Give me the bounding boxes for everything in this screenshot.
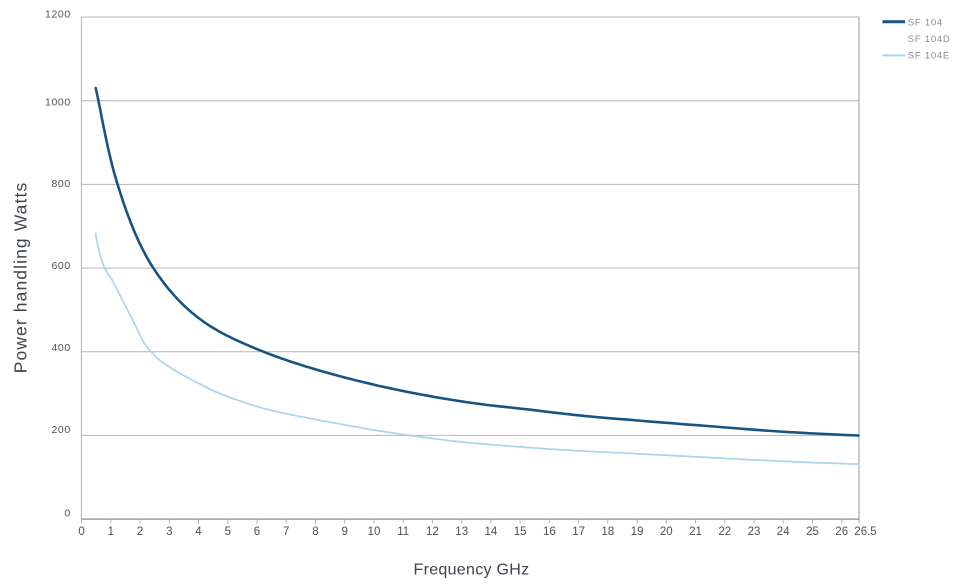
svg-text:800: 800: [51, 178, 70, 190]
svg-text:0: 0: [78, 526, 84, 538]
svg-text:1000: 1000: [45, 96, 71, 108]
svg-text:13: 13: [455, 526, 468, 538]
svg-text:SF 104D: SF 104D: [908, 34, 951, 45]
svg-text:1: 1: [108, 526, 114, 538]
svg-text:11: 11: [397, 526, 409, 538]
svg-text:22: 22: [718, 526, 731, 538]
svg-text:2: 2: [137, 526, 143, 538]
svg-text:26.5: 26.5: [854, 526, 876, 538]
svg-text:8: 8: [312, 526, 318, 538]
svg-text:10: 10: [368, 526, 381, 538]
svg-text:1200: 1200: [45, 8, 71, 20]
svg-text:200: 200: [51, 424, 70, 436]
svg-text:5: 5: [225, 526, 231, 538]
svg-text:16: 16: [543, 526, 556, 538]
svg-text:15: 15: [514, 526, 527, 538]
svg-text:14: 14: [485, 526, 498, 538]
svg-text:9: 9: [341, 526, 347, 538]
svg-text:21: 21: [689, 526, 702, 538]
svg-text:25: 25: [806, 526, 819, 538]
svg-text:Frequency GHz: Frequency GHz: [414, 562, 530, 579]
svg-text:7: 7: [283, 526, 289, 538]
svg-text:SF 104: SF 104: [908, 17, 943, 28]
svg-text:23: 23: [748, 526, 761, 538]
svg-text:18: 18: [601, 526, 614, 538]
svg-text:6: 6: [254, 526, 260, 538]
svg-text:12: 12: [426, 526, 439, 538]
svg-text:Power handling Watts: Power handling Watts: [11, 182, 31, 374]
svg-text:19: 19: [631, 526, 644, 538]
svg-text:24: 24: [777, 526, 790, 538]
svg-text:4: 4: [195, 526, 202, 538]
svg-text:400: 400: [51, 342, 70, 354]
svg-text:600: 600: [51, 260, 70, 272]
svg-text:SF 104E: SF 104E: [908, 51, 950, 62]
svg-text:20: 20: [660, 526, 673, 538]
svg-text:0: 0: [64, 507, 70, 519]
svg-text:26: 26: [835, 526, 848, 538]
svg-text:17: 17: [572, 526, 585, 538]
svg-text:3: 3: [166, 526, 172, 538]
